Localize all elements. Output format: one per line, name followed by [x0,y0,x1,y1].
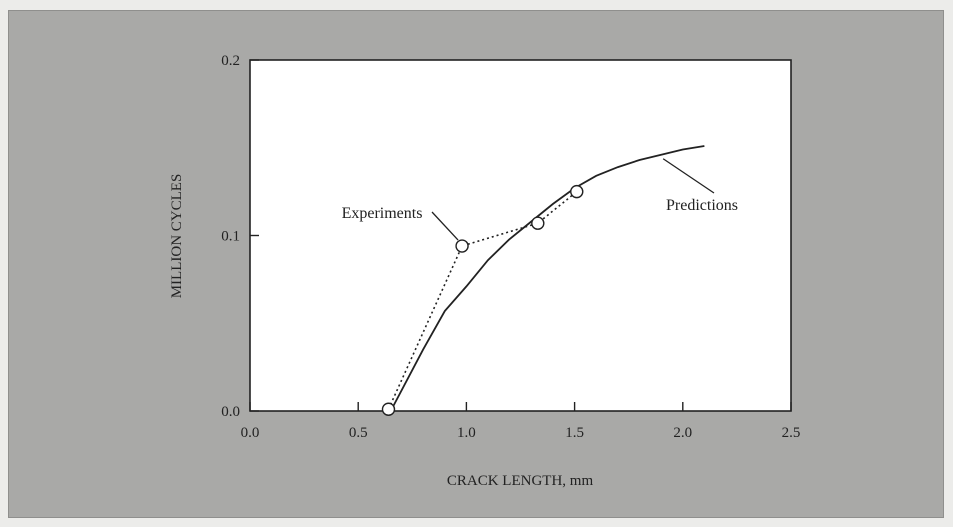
x-tick-label: 0.0 [241,425,260,441]
data-point-experiments [381,402,396,416]
y-tick-label: 0.0 [221,404,240,420]
series-line-predictions [389,145,705,412]
y-tick-label: 0.2 [221,53,240,69]
annotation-layer: Experiments Predictions [342,158,738,241]
x-tick-label: 2.5 [782,425,801,441]
y-axis-label: MILLION CYCLES [169,174,185,299]
x-tick-label: 0.5 [349,425,368,441]
series-layer [381,145,705,416]
x-axis-label: CRACK LENGTH, mm [447,473,594,489]
annotation-pointer-predictions [662,158,715,194]
data-point-experiments [531,216,545,230]
data-point-experiments [570,184,584,199]
annotation-experiments: Experiments [342,205,423,222]
annotation-predictions: Predictions [666,197,738,214]
x-tick-label: 2.0 [673,425,692,441]
data-point-experiments [455,239,469,253]
x-tick-label: 1.0 [457,425,476,441]
x-ticks: 0.0 0.5 1.0 1.5 2.0 2.5 [241,402,801,441]
y-ticks: 0.0 0.1 0.2 [221,53,259,420]
annotation-pointer-experiments [431,211,459,241]
plot-area [249,59,792,412]
x-tick-label: 1.5 [565,425,584,441]
y-tick-label: 0.1 [221,229,240,245]
